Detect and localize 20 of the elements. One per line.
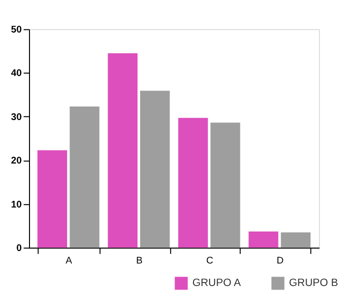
legend-label: GRUPO B bbox=[289, 277, 338, 290]
bar bbox=[70, 106, 100, 248]
y-tick-label: 0 bbox=[16, 243, 22, 254]
y-tick-label: 50 bbox=[11, 24, 22, 36]
x-tick-label: C bbox=[206, 256, 214, 267]
bar bbox=[108, 53, 138, 248]
bar bbox=[178, 118, 208, 248]
y-tick-label: 30 bbox=[11, 112, 22, 123]
x-tick-label: A bbox=[66, 256, 73, 267]
bar bbox=[280, 232, 311, 248]
bar bbox=[140, 90, 170, 248]
y-tick-label: 20 bbox=[11, 156, 22, 167]
bar bbox=[210, 122, 240, 248]
x-tick-label: B bbox=[136, 256, 143, 267]
bar bbox=[248, 231, 278, 248]
y-tick-label: 10 bbox=[11, 199, 22, 210]
y-tick-label: 40 bbox=[11, 68, 22, 80]
bar bbox=[37, 150, 68, 248]
legend-label: GRUPO A bbox=[192, 277, 242, 290]
x-tick-label: D bbox=[276, 256, 284, 267]
